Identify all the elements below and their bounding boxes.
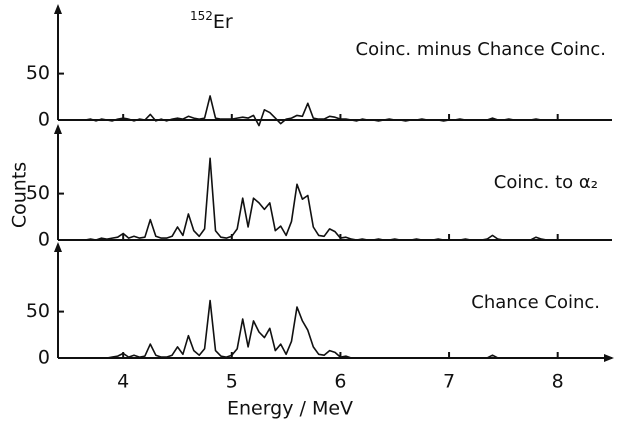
series-label: Coinc. minus Chance Coinc. [356, 39, 607, 60]
x-tick-label: 8 [552, 371, 564, 393]
y-tick-label: 50 [26, 182, 50, 204]
x-tick-label: 5 [226, 371, 238, 393]
isotope-label: 152Er [190, 9, 233, 33]
x-tick-label: 7 [443, 371, 455, 393]
spectrum-line [85, 299, 580, 359]
spectrum-line [85, 95, 580, 127]
y-axis-arrow [54, 4, 62, 14]
x-tick-label: 6 [334, 371, 346, 393]
mass-number: 152 [190, 9, 213, 23]
y-tick-label: 0 [38, 229, 50, 251]
y-tick-label: 50 [26, 62, 50, 84]
y-axis-arrow [54, 242, 62, 252]
y-axis-label: Counts [9, 162, 31, 228]
x-axis-label: Energy / MeV [227, 398, 353, 420]
spectrum-line [85, 157, 580, 241]
element-symbol: Er [213, 11, 233, 33]
x-axis-arrow [604, 354, 614, 362]
y-tick-label: 0 [38, 109, 50, 131]
y-axis-arrow [54, 124, 62, 134]
series-label: Coinc. to α₂ [494, 172, 598, 193]
y-tick-label: 50 [26, 300, 50, 322]
y-tick-label: 0 [38, 347, 50, 369]
series-label: Chance Coinc. [471, 292, 600, 313]
x-tick-label: 4 [117, 371, 129, 393]
